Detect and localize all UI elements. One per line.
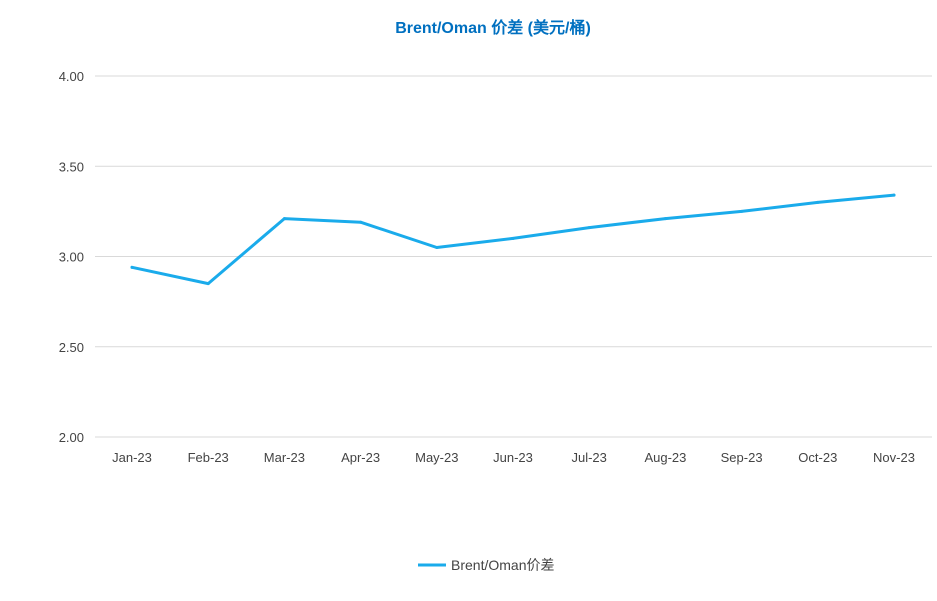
x-tick-label: Jun-23 (493, 450, 533, 465)
x-tick-label: Feb-23 (188, 450, 229, 465)
y-tick-label: 3.50 (59, 159, 84, 174)
legend-label: Brent/Oman价差 (451, 557, 554, 573)
data-point (663, 217, 667, 221)
x-tick-label: Jan-23 (112, 450, 152, 465)
data-point (130, 265, 134, 269)
data-point (282, 217, 286, 221)
y-axis-tick-labels: 2.00 2.50 3.00 3.50 4.00 (59, 69, 84, 445)
x-tick-label: Jul-23 (571, 450, 606, 465)
y-tick-label: 2.50 (59, 340, 84, 355)
data-point (206, 282, 210, 286)
data-point (511, 236, 515, 240)
x-tick-label: Sep-23 (721, 450, 763, 465)
x-tick-label: Oct-23 (798, 450, 837, 465)
chart-title: Brent/Oman 价差 (美元/桶) (395, 18, 591, 37)
x-tick-label: Mar-23 (264, 450, 305, 465)
x-axis-tick-labels: Jan-23 Feb-23 Mar-23 Apr-23 May-23 Jun-23 Jul-… (112, 450, 915, 465)
data-point (587, 226, 591, 230)
gridlines (95, 75, 932, 438)
y-tick-label: 3.00 (59, 250, 84, 265)
data-point (740, 209, 744, 213)
y-tick-label: 2.00 (59, 430, 84, 445)
data-point (359, 220, 363, 224)
data-point (816, 200, 820, 204)
x-tick-label: May-23 (415, 450, 458, 465)
data-point (892, 193, 896, 197)
series-layer (130, 193, 896, 286)
data-point (435, 245, 439, 249)
x-tick-label: Apr-23 (341, 450, 380, 465)
legend: Brent/Oman价差 (418, 557, 554, 573)
x-tick-label: Aug-23 (644, 450, 686, 465)
y-tick-label: 4.00 (59, 69, 84, 84)
x-tick-label: Nov-23 (873, 450, 915, 465)
